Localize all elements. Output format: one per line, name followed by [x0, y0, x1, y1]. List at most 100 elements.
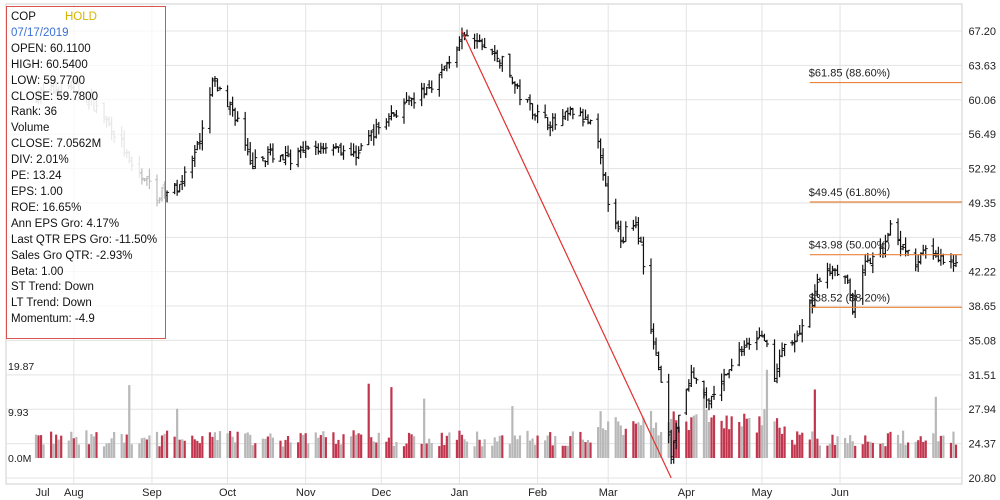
volume-bar — [659, 431, 663, 458]
volume-bar — [692, 415, 695, 458]
volume-bar — [687, 430, 690, 458]
volume-bar — [412, 436, 416, 458]
volume-bar — [561, 445, 564, 458]
volume-bar — [110, 438, 113, 458]
stat-value: 7.0562M — [56, 138, 102, 151]
volume-bar — [544, 440, 547, 458]
stat-label: EPS: — [11, 185, 41, 198]
stat-label: LOW: — [11, 74, 44, 87]
volume-bar — [181, 439, 184, 458]
volume-bar — [526, 430, 529, 458]
volume-bar — [196, 440, 199, 458]
volume-bar — [481, 446, 484, 458]
fib-level-label: $38.52 (38.20%) — [809, 292, 890, 304]
volume-bar — [425, 443, 428, 458]
volume-bar — [423, 398, 426, 458]
stat-row: LOW: 59.7700 — [11, 74, 165, 90]
volume-bar — [455, 439, 459, 458]
volume-bar — [745, 418, 748, 458]
volume-bar — [624, 428, 627, 458]
volume-bar — [428, 438, 431, 458]
trend-line — [461, 30, 672, 479]
volume-bar — [816, 438, 819, 458]
stat-value: Down — [64, 281, 94, 294]
volume-bar — [511, 406, 514, 458]
volume-bar — [596, 427, 600, 458]
volume-bar — [120, 434, 123, 458]
volume-bar — [334, 443, 338, 458]
volume-bar — [881, 442, 885, 458]
volume-bar — [440, 432, 443, 458]
stat-row: Last QTR EPS Gro: -11.50% — [11, 233, 165, 249]
volume-bar — [934, 396, 937, 458]
volume-bar — [843, 437, 847, 458]
price-tick-label: 38.65 — [968, 301, 996, 313]
volume-bar — [165, 430, 169, 458]
stat-row: Volume — [11, 121, 165, 137]
price-tick-label: 56.49 — [968, 129, 996, 141]
volume-bar — [496, 441, 499, 458]
stat-value: -2.93% — [96, 249, 133, 262]
volume-bar — [723, 428, 726, 458]
volume-bar — [458, 430, 461, 458]
symbol-row: COP HOLD — [11, 10, 165, 26]
volume-bar — [854, 445, 857, 458]
volume-bar — [589, 442, 592, 458]
month-tick-label: Mar — [599, 487, 618, 499]
volume-bar — [654, 422, 658, 458]
volume-bar — [796, 431, 799, 458]
volume-bar — [395, 442, 398, 458]
volume-bar — [566, 445, 569, 458]
volume-bar — [793, 444, 796, 458]
volume-bar — [533, 444, 537, 458]
volume-bar — [617, 421, 620, 458]
month-tick-label: May — [752, 487, 773, 499]
stat-label: CLOSE: — [11, 138, 57, 151]
volume-bar — [743, 413, 746, 458]
volume-bar — [564, 445, 567, 458]
stat-value: 60.5400 — [46, 58, 88, 71]
price-tick-label: 67.20 — [968, 26, 996, 38]
volume-bar — [760, 425, 764, 458]
volume-bar — [370, 437, 373, 458]
volume-bar — [377, 432, 380, 458]
price-tick-label: 63.63 — [968, 60, 996, 72]
volume-bar — [246, 432, 249, 458]
fib-level-label: $61.85 (88.60%) — [809, 68, 890, 80]
volume-bar — [216, 439, 219, 458]
volume-bar — [602, 428, 605, 458]
month-tick-label: Apr — [678, 487, 695, 499]
volume-bar — [826, 445, 829, 458]
volume-bar — [254, 443, 257, 458]
volume-bar — [513, 435, 517, 458]
volume-bar — [158, 446, 161, 458]
volume-bar — [728, 429, 731, 458]
volume-bar — [299, 433, 302, 458]
volume-bar — [234, 442, 237, 458]
volume-bar — [279, 440, 282, 458]
stat-row: Sales Gro QTR: -2.93% — [11, 249, 165, 265]
volume-bar — [307, 443, 310, 458]
stat-row: Ann EPS Gro: 4.17% — [11, 217, 165, 233]
volume-bar — [614, 417, 617, 458]
stat-value: 2.01% — [36, 154, 69, 167]
volume-bar — [357, 433, 360, 458]
month-tick-label: Feb — [528, 487, 547, 499]
volume-bar — [72, 438, 75, 458]
volume-bar — [763, 409, 766, 458]
volume-bar — [264, 438, 267, 458]
volume-tick-label: 9.93 — [8, 407, 29, 419]
volume-bar — [269, 433, 272, 458]
volume-bar — [372, 441, 375, 458]
volume-bar — [622, 434, 625, 458]
volume-bar — [102, 446, 106, 458]
volume-bar — [836, 436, 839, 458]
volume-bar — [208, 432, 212, 458]
volume-bar — [584, 442, 587, 458]
volume-bar — [39, 435, 43, 458]
volume-bar — [145, 439, 149, 458]
volume-bar — [710, 417, 713, 458]
volume-bar — [755, 432, 758, 458]
volume-bar — [896, 434, 900, 458]
stat-value: -4.9 — [74, 313, 95, 326]
